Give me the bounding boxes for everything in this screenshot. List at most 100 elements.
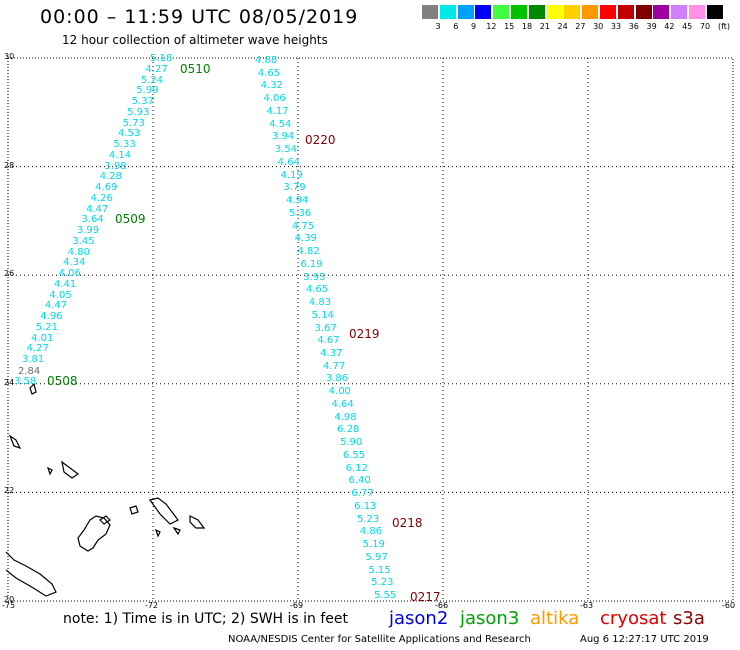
wave-height-value: 4.27 bbox=[145, 63, 168, 75]
island-coast bbox=[172, 526, 181, 536]
island-coast bbox=[29, 382, 37, 395]
map-border bbox=[7, 57, 734, 602]
wave-height-value: 4.67 bbox=[317, 335, 340, 347]
wave-height-value-low: 2.84 bbox=[18, 366, 41, 377]
wave-height-value: 4.86 bbox=[359, 526, 383, 538]
wave-height-value: 6.12 bbox=[345, 462, 368, 474]
wave-height-value: 4.98 bbox=[334, 411, 357, 423]
legend-swatch bbox=[653, 5, 670, 19]
island-coast bbox=[129, 505, 139, 515]
wave-height-value: 6.77 bbox=[351, 488, 374, 500]
wave-height-value: 4.54 bbox=[269, 118, 292, 130]
island-coast bbox=[8, 434, 22, 450]
wave-height-value: 5.14 bbox=[311, 309, 334, 321]
wave-height-value: 4.39 bbox=[294, 233, 317, 245]
island-coast bbox=[154, 528, 161, 538]
wave-height-value: 4.65 bbox=[306, 284, 329, 296]
legend-swatch bbox=[689, 5, 705, 19]
legend-swatch-label: 3 bbox=[435, 22, 441, 31]
latitude-label: 26 bbox=[4, 269, 15, 279]
wave-height-value: 6.28 bbox=[337, 424, 360, 436]
legend-swatch bbox=[422, 5, 438, 19]
caribbean-coastlines bbox=[5, 382, 206, 597]
wave-height-value: 6.55 bbox=[342, 449, 366, 461]
wave-height-value: 4.88 bbox=[255, 55, 278, 66]
legend-swatch-label: 42 bbox=[664, 22, 675, 31]
island-coast bbox=[5, 551, 57, 597]
island-coast bbox=[46, 466, 53, 476]
wave-height-value: 3.98 bbox=[104, 160, 127, 172]
longitude-label: -60 bbox=[722, 601, 736, 610]
wave-height-value: 4.47 bbox=[86, 203, 109, 215]
wave-height-value: 5.33 bbox=[113, 139, 136, 150]
wave-height-value: 3.93 bbox=[303, 271, 326, 283]
wave-height-value: 4.06 bbox=[58, 268, 81, 279]
legend-jason3: jason3 bbox=[460, 608, 520, 629]
wave-height-value: 5.90 bbox=[340, 437, 363, 449]
legend-swatch-label: 18 bbox=[521, 22, 533, 31]
wave-height-value: 4.19 bbox=[280, 169, 303, 181]
wave-height-value: 4.53 bbox=[118, 128, 141, 140]
legend-swatch-label: 39 bbox=[646, 22, 657, 31]
pass-label-0219: 0219 bbox=[349, 327, 380, 341]
wave-height-value: 5.21 bbox=[35, 321, 58, 333]
pass-label-0220: 0220 bbox=[305, 133, 336, 147]
wave-height-value: 4.17 bbox=[266, 105, 289, 117]
legend-swatch-label: 45 bbox=[682, 22, 693, 31]
wave-height-value: 3.79 bbox=[283, 182, 306, 194]
wave-height-value: 4.28 bbox=[99, 171, 122, 183]
latitude-label: 28 bbox=[4, 160, 15, 170]
wave-height-value: 6.19 bbox=[300, 258, 323, 270]
legend-swatch bbox=[635, 5, 652, 19]
wave-height-value: 4.82 bbox=[297, 246, 320, 258]
legend-swatch bbox=[617, 5, 634, 19]
latitude-label: 24 bbox=[4, 377, 15, 387]
wave-height-value: 4.83 bbox=[308, 297, 332, 309]
wave-height-value: 3.45 bbox=[72, 235, 95, 247]
island-coast bbox=[148, 497, 179, 525]
legend-unit: (ft) bbox=[718, 22, 731, 31]
legend-swatch bbox=[600, 5, 616, 19]
wave-height-value: 5.23 bbox=[371, 577, 394, 589]
legend-swatch bbox=[475, 5, 492, 19]
legend-swatch-label: 9 bbox=[471, 22, 477, 31]
legend-swatch bbox=[511, 5, 527, 19]
wave-height-value: 5.93 bbox=[127, 106, 150, 118]
island-coast bbox=[61, 460, 80, 479]
wave-height-value: 3.94 bbox=[272, 131, 295, 143]
wave-height-value: 5.15 bbox=[368, 564, 391, 576]
legend-swatch-label: 27 bbox=[575, 22, 586, 31]
legend-swatch-label: 12 bbox=[486, 22, 497, 31]
wave-height-value: 5.23 bbox=[357, 513, 380, 525]
legend-swatch bbox=[706, 5, 723, 19]
pass-label-0217: 0217 bbox=[410, 590, 441, 604]
legend-swatch bbox=[564, 5, 581, 19]
wave-height-value: 3.86 bbox=[325, 373, 349, 385]
pass-label-0509: 0509 bbox=[115, 212, 146, 226]
wave-height-value: 4.37 bbox=[320, 347, 343, 359]
wave-height-value: 4.80 bbox=[67, 246, 90, 258]
lat-lon-grid bbox=[8, 58, 733, 601]
wave-height-value: 5.37 bbox=[131, 96, 154, 107]
wave-height-value-low: 3.58 bbox=[14, 376, 37, 387]
wave-height-value: 6.13 bbox=[354, 500, 377, 512]
wave-height-value: 3.81 bbox=[22, 354, 45, 365]
wave-height-value: 6.40 bbox=[348, 475, 371, 487]
legend-swatch-label: 30 bbox=[593, 22, 604, 31]
legend-swatch bbox=[671, 5, 688, 19]
legend-swatch bbox=[457, 5, 474, 19]
wave-height-value: 4.77 bbox=[323, 360, 346, 372]
hispaniola-coast bbox=[77, 515, 111, 552]
legend-jason2: jason2 bbox=[389, 608, 449, 629]
wave-height-value: 4.75 bbox=[291, 220, 315, 232]
wave-height-value: 4.27 bbox=[26, 343, 49, 355]
legend-swatch bbox=[528, 5, 545, 19]
wave-height-value: 5.55 bbox=[374, 590, 397, 601]
wave-height-value: 4.96 bbox=[40, 311, 63, 322]
latitude-label: 20 bbox=[4, 595, 15, 604]
legend-swatch-label: 21 bbox=[539, 22, 550, 31]
longitude-label: -66 bbox=[435, 601, 449, 610]
wave-height-value: 5.99 bbox=[136, 85, 159, 97]
wave-height-value: 4.00 bbox=[328, 386, 351, 398]
